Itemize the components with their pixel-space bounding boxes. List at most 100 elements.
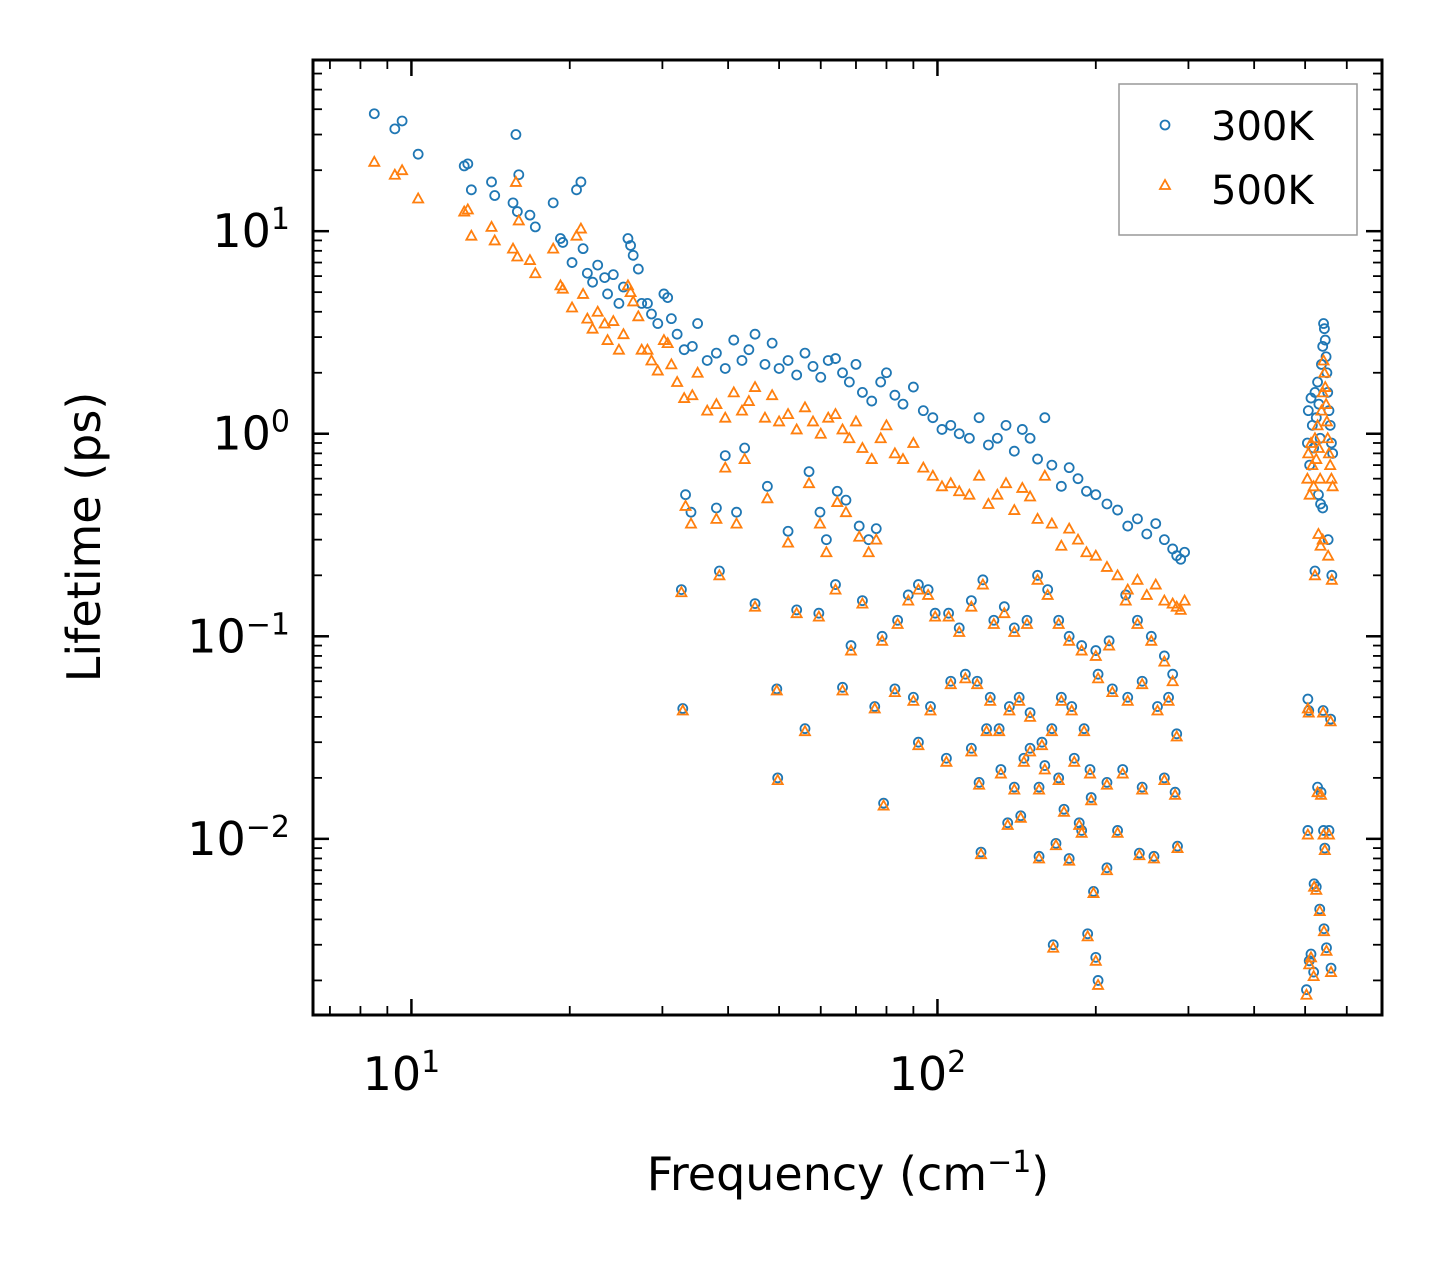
data-point-500k [877,798,891,811]
data-point-500k [1032,782,1046,795]
data-point-500k [1314,403,1328,416]
y-tick-label: 10−2 [187,810,290,866]
data-point-500k [1301,446,1315,459]
data-point-300k [822,355,834,366]
data-point-300k [692,318,704,329]
data-point-500k [1316,532,1330,545]
data-point-300k [840,494,852,506]
data-point-500k [1305,458,1319,471]
data-point-500k [1001,818,1015,830]
data-point-300k [396,115,408,127]
data-point-500k [464,228,478,241]
data-point-500k [631,309,645,322]
data-point-300k [959,668,971,680]
data-point-300k [1055,480,1067,492]
data-point-300k [389,123,401,135]
data-point-500k [1308,568,1322,581]
data-point-300k [761,480,773,492]
data-point-500k [621,278,635,291]
data-point-300k [889,389,901,401]
data-point-300k [1039,760,1051,771]
data-point-300k [711,347,722,359]
data-point-500k [798,400,812,413]
data-point-500k [624,285,638,298]
series-500k [367,154,1340,1000]
data-point-500k [1307,479,1321,492]
data-point-500k [819,545,833,558]
data-point-500k [1079,545,1094,558]
data-point-500k [1062,853,1076,866]
data-point-500k [842,431,856,444]
data-point-300k [1053,614,1065,626]
data-point-300k [1321,942,1332,954]
data-point-300k [1318,323,1330,335]
data-point-300k [913,579,924,590]
data-point-500k [1111,826,1125,838]
data-point-300k [465,184,477,196]
data-point-500k [1135,782,1149,795]
data-point-500k [952,484,966,497]
data-point-300k [680,489,691,501]
data-point-300k [830,353,841,364]
data-point-300k [1326,569,1338,581]
data-point-500k [1324,714,1338,727]
data-point-500k [1121,694,1135,706]
data-point-300k [1101,862,1113,874]
data-point-500k [1311,418,1325,431]
data-point-500k [1322,827,1336,840]
data-point-500k [790,422,804,435]
data-point-500k [983,694,997,706]
legend-marker-500k [1158,178,1172,190]
y-tick-labels: 101 100 10−1 10−2 [187,202,290,866]
data-point-500k [1323,458,1337,471]
data-point-500k [748,380,762,392]
data-point-500k [1157,773,1171,785]
data-point-500k [972,468,986,481]
data-point-500k [1140,588,1154,600]
data-point-500k [1057,804,1071,817]
data-point-500k [1035,738,1049,751]
data-point-500k [865,452,879,464]
data-point-300k [675,584,687,596]
data-point-500k [1116,766,1130,779]
data-point-500k [591,304,605,317]
data-point-500k [509,175,523,187]
major-ticks [313,60,1382,1015]
data-point-500k [1326,479,1340,492]
data-point-300k [618,281,629,293]
data-point-500k [1083,766,1097,779]
data-point-300k [917,405,929,417]
data-point-300k [1319,334,1331,346]
data-point-300k [1141,528,1153,540]
data-point-500k [679,499,693,511]
data-point-300k [850,358,862,370]
data-point-500k [1077,724,1091,737]
data-point-300k [1024,742,1036,754]
data-point-300k [627,249,639,261]
data-point-300k [575,176,587,188]
data-point-500k [676,703,690,716]
data-point-500k [506,241,520,254]
data-point-300k [945,675,957,687]
data-point-300k [1033,781,1045,793]
data-point-500k [879,418,894,431]
y-tick-label: 101 [212,202,290,258]
data-point-500k [1157,593,1171,606]
data-point-300k [711,502,722,514]
data-point-300k [1132,513,1143,525]
data-point-300k [557,237,569,248]
data-point-500k [709,397,723,410]
data-point-500k [546,241,560,254]
data-point-500k [1086,886,1101,898]
data-point-300k [1084,764,1096,775]
data-point-300k [998,601,1010,613]
data-point-500k [921,588,935,600]
data-point-500k [512,213,526,226]
data-point-500k [1322,446,1336,459]
data-point-300k [1145,630,1157,642]
data-point-300k [592,259,604,271]
data-point-500k [718,460,732,473]
data-point-500k [1321,548,1335,561]
data-point-500k [1130,572,1144,585]
data-point-500k [891,617,905,629]
